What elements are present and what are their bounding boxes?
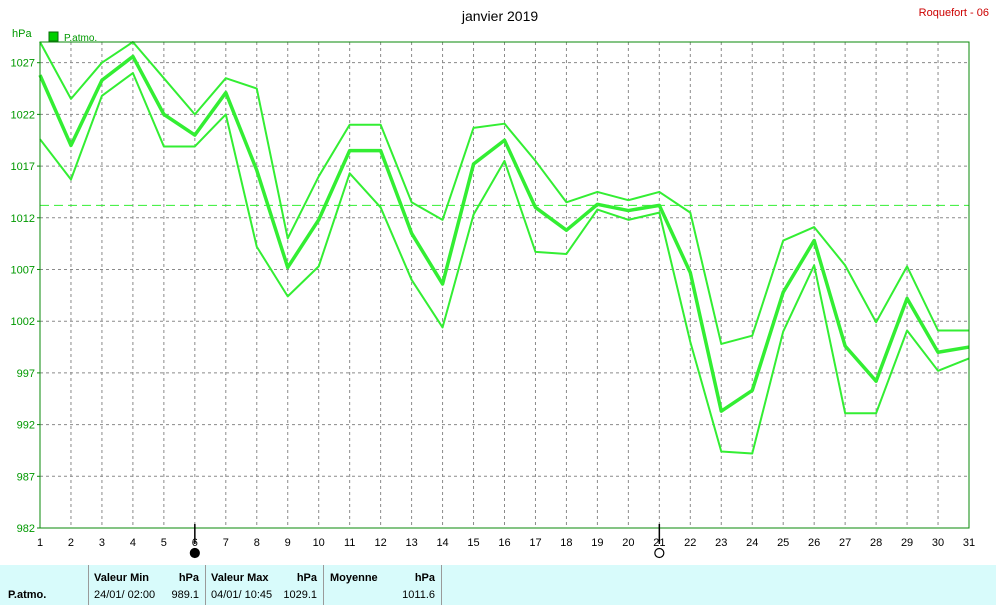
- min-datetime: 24/01/ 02:00: [94, 589, 156, 601]
- filled-circle-marker: [189, 547, 200, 559]
- x-tick-label: 18: [560, 537, 572, 549]
- y-tick-label: 1022: [11, 109, 35, 121]
- x-tick-label: 15: [467, 537, 479, 549]
- x-tick-label: 5: [161, 537, 167, 549]
- row-label: P.atmo.: [8, 589, 47, 601]
- y-tick-label: 1027: [11, 58, 35, 70]
- y-tick-label: 992: [17, 420, 35, 432]
- x-tick-label: 13: [405, 537, 417, 549]
- min-value: 989.1: [171, 589, 199, 601]
- pressure-chart: janvier 2019 Roquefort - 06 hPa P.atmo. …: [11, 7, 989, 559]
- plot-border: [39, 41, 970, 529]
- x-tick-label: 27: [839, 537, 851, 549]
- legend-swatch: [48, 31, 59, 42]
- x-tick-label: 10: [313, 537, 325, 549]
- x-tick-label: 28: [870, 537, 882, 549]
- stats-footer: P.atmo. Valeur Min hPa 24/01/ 02:00 989.…: [0, 565, 996, 605]
- x-tick-label: 2: [68, 537, 74, 549]
- y-tick-label: 987: [17, 471, 35, 483]
- x-tick-label: 8: [254, 537, 260, 549]
- y-tick-label: 982: [17, 523, 35, 535]
- grid: [40, 42, 969, 528]
- x-tick-label: 20: [622, 537, 634, 549]
- mean-unit: hPa: [414, 572, 435, 584]
- x-tick-label: 19: [591, 537, 603, 549]
- x-tick-label: 3: [99, 537, 105, 549]
- series-group: [38, 41, 970, 455]
- y-tick-label: 1017: [11, 161, 35, 173]
- open-circle-marker: [654, 547, 665, 559]
- max-label: Valeur Max: [211, 572, 269, 584]
- y-tick-label: 1002: [11, 316, 35, 328]
- x-tick-label: 29: [901, 537, 913, 549]
- y-tick-label: 1012: [11, 213, 35, 225]
- max-unit: hPa: [296, 572, 317, 584]
- y-tick-labels: 982 987 992 997 1002 1007 1012 1017 1022 1027: [11, 58, 40, 535]
- max-value: 1029.1: [283, 589, 317, 601]
- x-tick-label: 25: [777, 537, 789, 549]
- max-cell: Valeur Max hPa 04/01/ 10:45 1029.1: [205, 565, 324, 605]
- mean-value: 1011.6: [402, 589, 435, 601]
- x-tick-label: 14: [436, 537, 448, 549]
- legend-label: P.atmo.: [64, 33, 97, 44]
- x-tick-label: 4: [130, 537, 136, 549]
- x-tick-label: 24: [746, 537, 758, 549]
- mean-label: Moyenne: [330, 572, 378, 584]
- min-label: Valeur Min: [94, 572, 150, 584]
- y-tick-label: 1007: [11, 264, 35, 276]
- min-unit: hPa: [178, 572, 199, 584]
- max-datetime: 04/01/ 10:45: [211, 589, 273, 601]
- y-tick-label: 997: [17, 368, 35, 380]
- row-label-cell: P.atmo.: [0, 565, 89, 605]
- mean-cell: Moyenne hPa 1011.6: [323, 565, 442, 605]
- x-tick-label: 16: [498, 537, 510, 549]
- x-tick-label: 26: [808, 537, 820, 549]
- x-tick-label: 30: [932, 537, 944, 549]
- x-tick-label: 12: [375, 537, 387, 549]
- x-tick-label: 23: [715, 537, 727, 549]
- x-tick-label: 31: [963, 537, 975, 549]
- x-tick-label: 1: [37, 537, 43, 549]
- x-tick-label: 22: [684, 537, 696, 549]
- min-cell: Valeur Min hPa 24/01/ 02:00 989.1: [88, 565, 206, 605]
- x-tick-label: 7: [223, 537, 229, 549]
- y-axis-unit: hPa: [12, 28, 32, 40]
- x-tick-label: 11: [344, 537, 355, 549]
- x-tick-label: 17: [529, 537, 541, 549]
- x-tick-labels: 1234567891011121314151617181920212223242…: [37, 537, 975, 549]
- series-line-min: [39, 72, 970, 455]
- series-line-max: [39, 41, 969, 345]
- station-label: Roquefort - 06: [919, 7, 989, 19]
- series-line-mean: [38, 54, 970, 413]
- x-tick-label: 9: [285, 537, 291, 549]
- day-markers: [189, 524, 665, 559]
- chart-title: janvier 2019: [461, 8, 538, 24]
